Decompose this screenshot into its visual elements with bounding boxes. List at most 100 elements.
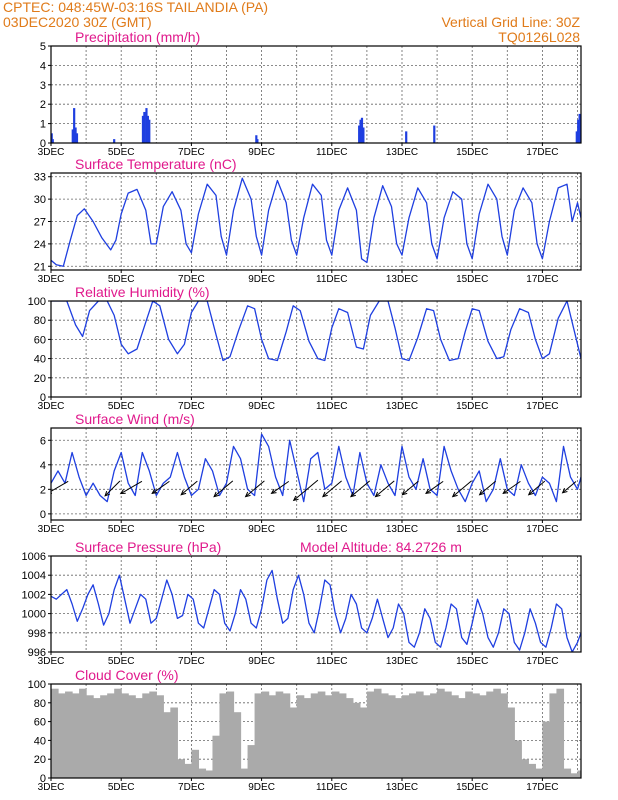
precipitation-data bbox=[51, 108, 581, 143]
cloud-bar bbox=[135, 698, 143, 778]
precip-bar bbox=[433, 125, 436, 143]
cloud-bar bbox=[387, 695, 396, 778]
y-tick-label: 80 bbox=[34, 315, 46, 327]
wind-data bbox=[51, 433, 581, 503]
y-tick-label: 2 bbox=[40, 484, 46, 496]
x-tick-label: 5DEC bbox=[108, 656, 135, 667]
x-tick-label: 13DEC bbox=[386, 147, 418, 158]
wind-arrow bbox=[51, 480, 69, 494]
pressure-frame bbox=[50, 555, 582, 653]
x-tick-label: 11DEC bbox=[316, 656, 348, 667]
x-tick-label: 3DEC bbox=[38, 401, 65, 412]
humidity-data bbox=[51, 301, 581, 362]
cloud-bar bbox=[65, 691, 73, 778]
x-tick-label: 3DEC bbox=[38, 147, 65, 158]
x-tick-label: 3DEC bbox=[38, 656, 65, 667]
cloud-bar bbox=[184, 763, 192, 778]
wind-arrow bbox=[119, 480, 143, 495]
cloud-bar bbox=[198, 768, 207, 778]
x-tick-label: 15DEC bbox=[456, 401, 488, 412]
precip-bar bbox=[145, 108, 148, 143]
x-tick-label: 11DEC bbox=[316, 782, 348, 793]
cloud-bar bbox=[577, 770, 581, 778]
cloud-bar bbox=[177, 759, 185, 778]
y-tick-label: 1002 bbox=[22, 589, 46, 601]
y-tick-label: 5 bbox=[40, 41, 46, 53]
cloud-bar bbox=[114, 688, 122, 778]
run-date-label: 03DEC2020 30Z (GMT) bbox=[3, 14, 152, 30]
wind-arrow bbox=[561, 481, 577, 494]
y-tick-label: 100 bbox=[28, 679, 46, 691]
precip-bar bbox=[75, 133, 79, 143]
station-label: CPTEC: 048:45W-03:16S TAILANDIA (PA) bbox=[3, 0, 269, 15]
cloud-bar bbox=[170, 707, 178, 778]
x-tick-label: 7DEC bbox=[178, 782, 205, 793]
y-tick-label: 998 bbox=[28, 628, 46, 640]
y-tick-label: 80 bbox=[34, 698, 46, 710]
x-tick-label: 17DEC bbox=[526, 656, 558, 667]
cloud-bar bbox=[472, 693, 480, 778]
cloud-bar bbox=[324, 695, 333, 778]
wind-arrow bbox=[244, 480, 265, 498]
x-tick-label: 5DEC bbox=[108, 274, 135, 285]
wind-arrow bbox=[213, 480, 234, 498]
cloud-bar bbox=[254, 693, 263, 778]
panel-cloud-cover: 0 20 40 60 80 100 3DEC 5DEC 7DEC 9DEC 11DEC 13DEC 15… bbox=[28, 667, 582, 793]
wind-arrow bbox=[322, 480, 342, 498]
y-tick-label: 1 bbox=[40, 119, 46, 131]
wind-arrow bbox=[270, 480, 290, 495]
cloud-bar bbox=[261, 691, 270, 778]
cloud-bar bbox=[500, 693, 508, 778]
wind-arrow bbox=[451, 480, 472, 498]
x-tick-label: 17DEC bbox=[526, 524, 558, 535]
temperature-line bbox=[51, 177, 581, 267]
wind-arrow bbox=[151, 480, 170, 495]
model-altitude-label: Model Altitude: 84.2726 m bbox=[300, 539, 462, 555]
cloud-bar bbox=[493, 688, 501, 778]
wind-arrow bbox=[292, 479, 319, 502]
y-tick-label: 1004 bbox=[22, 570, 46, 582]
cloud-bar bbox=[149, 691, 157, 778]
y-tick-label: 0 bbox=[40, 509, 46, 521]
model-id-label: TQ0126L028 bbox=[498, 29, 580, 45]
cloud-cover-title: Cloud Cover (%) bbox=[75, 667, 178, 683]
x-tick-label: 15DEC bbox=[456, 782, 488, 793]
cloud-bar bbox=[79, 688, 87, 778]
precip-bar bbox=[575, 131, 578, 143]
y-tick-label: 20 bbox=[34, 754, 46, 766]
precip-bar bbox=[405, 131, 408, 143]
precip-bar bbox=[51, 139, 54, 143]
cloud-bar bbox=[507, 707, 515, 778]
cloud-bar bbox=[289, 707, 298, 778]
precip-bar bbox=[362, 127, 365, 143]
cloud-bar bbox=[430, 693, 438, 778]
y-tick-label: 24 bbox=[34, 239, 46, 251]
x-tick-label: 7DEC bbox=[178, 401, 205, 412]
x-tick-label: 5DEC bbox=[108, 401, 135, 412]
x-tick-label: 7DEC bbox=[178, 274, 205, 285]
precip-bar bbox=[74, 127, 77, 143]
y-tick-label: 20 bbox=[34, 373, 46, 385]
cloud-bar bbox=[142, 693, 150, 778]
cloud-bar bbox=[458, 698, 466, 778]
cloud-bar bbox=[409, 693, 417, 778]
cloud-bar bbox=[542, 721, 551, 778]
pressure-data bbox=[51, 569, 581, 652]
x-tick-label: 11DEC bbox=[316, 147, 348, 158]
humidity-title: Relative Humidity (%) bbox=[75, 284, 210, 300]
cloud-bar bbox=[212, 735, 221, 778]
precip-bar bbox=[73, 108, 76, 143]
wind-arrow bbox=[478, 480, 496, 496]
y-tick-label: 33 bbox=[34, 172, 46, 184]
x-tick-label: 5DEC bbox=[108, 524, 135, 535]
wind-arrow bbox=[350, 480, 371, 498]
precip-bar bbox=[146, 115, 149, 143]
cloud-bar bbox=[486, 691, 494, 778]
y-tick-label: 2 bbox=[40, 99, 46, 111]
x-tick-label: 13DEC bbox=[386, 782, 418, 793]
x-tick-label: 3DEC bbox=[38, 274, 65, 285]
cloud-bar bbox=[205, 770, 214, 778]
precip-bar bbox=[71, 129, 74, 143]
y-tick-label: 6 bbox=[40, 435, 46, 447]
y-tick-label: 60 bbox=[34, 717, 46, 729]
